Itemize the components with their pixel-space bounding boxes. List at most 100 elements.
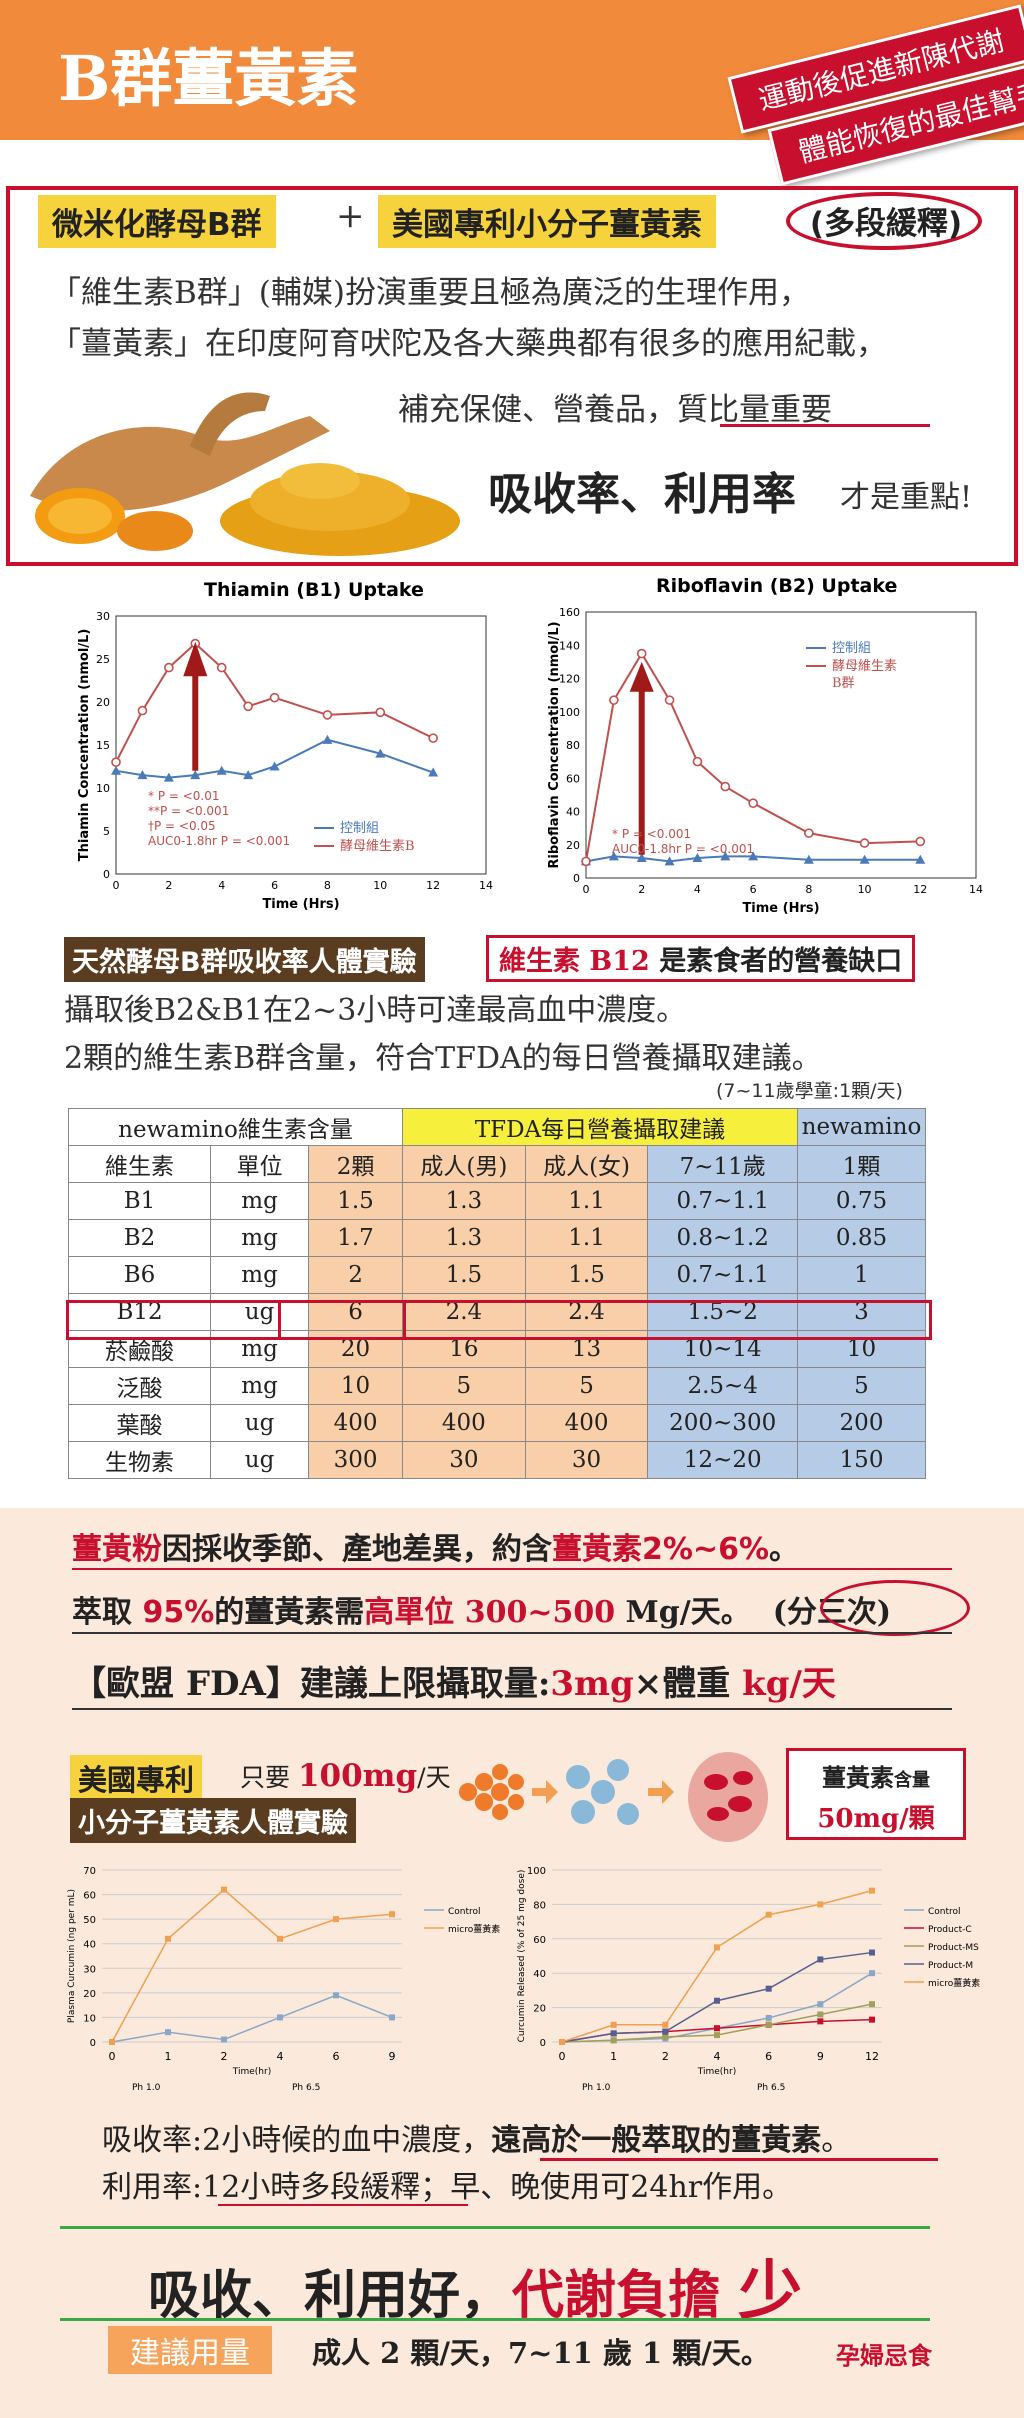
data-point (428, 767, 439, 777)
table-cell: 1.5 (524, 1256, 649, 1294)
y-tick-label: 20 (83, 1989, 96, 2000)
table-cell: 0.7~1.1 (647, 1256, 798, 1294)
label-recommended-dosage: 建議用量 (108, 2326, 272, 2374)
table-cell: 2.4 (524, 1293, 649, 1331)
series-line (111, 1994, 393, 2043)
table-header-newamino: newamino維生素含量 (68, 1108, 403, 1146)
table-cell: mg (210, 1256, 310, 1294)
turmeric-illustration (30, 392, 460, 556)
table-row: B6 mg 2 1.5 1.5 0.7~1.1 1 (67, 1256, 926, 1294)
data-point (111, 765, 121, 775)
label-curcumin-experiment: 小分子薑黃素人體實驗 (70, 1798, 356, 1843)
table-cell: 200 (797, 1404, 926, 1442)
y-tick-label: 15 (96, 739, 110, 752)
data-point (333, 1916, 339, 1923)
table-cell: B1 (67, 1182, 212, 1220)
table-cell: 1.7 (308, 1219, 403, 1257)
data-point (216, 662, 227, 673)
data-point (428, 733, 438, 743)
plot-area (585, 611, 977, 879)
b-text-2: 2顆的維生素B群含量，符合TFDA的每日營養攝取建議。 (64, 1041, 822, 1076)
y-tick-label: 40 (566, 806, 580, 819)
legend-label: Product-C (928, 1925, 972, 1935)
circle-highlight (786, 192, 982, 250)
x-tick-label: 9 (817, 2050, 824, 2063)
data-point (765, 1985, 772, 1992)
annotation: AUC0-1.8hr P = <0.001 (148, 834, 290, 848)
data-point (869, 1970, 875, 1977)
y-tick-label: 0 (103, 868, 110, 881)
label-us-patent: 美國專利 (70, 1755, 203, 1801)
data-point (869, 2016, 875, 2023)
data-point (389, 1911, 395, 1918)
data-point (610, 2030, 617, 2037)
table-cell: 6 (308, 1293, 403, 1331)
data-point (869, 2001, 875, 2008)
table-col-header: 維生素 (67, 1145, 212, 1183)
y-tick-label: 10 (96, 782, 110, 795)
data-point (190, 770, 201, 780)
x-axis-label: Time(hr) (232, 2067, 271, 2077)
data-point (765, 2014, 772, 2021)
table-cell: 0.75 (797, 1182, 926, 1220)
y-tick-label: 20 (533, 2004, 546, 2015)
x-tick-label: 12 (865, 2050, 879, 2063)
table-row: B2 mg 1.7 1.3 1.1 0.8~1.2 0.85 (67, 1219, 926, 1257)
intro-line-1: 「維生素B群」(輔媒)扮演重要且極為廣泛的生理作用， (50, 275, 810, 311)
data-point (163, 772, 174, 782)
divider (72, 1708, 952, 1710)
b-text-1: 攝取後B2&B1在2~3小時可達最高血中濃度。 (64, 993, 687, 1028)
legend-label: B群 (832, 676, 855, 691)
y-axis-label: Curcumin Released (% of 25 mg dose) (517, 1870, 527, 2043)
y-axis-label: Plasma Curcumin (ng per mL) (67, 1889, 77, 2023)
table-cell: 0.7~1.1 (647, 1182, 798, 1220)
x-axis-label: Time(hr) (697, 2067, 736, 2077)
table-cell: ug (210, 1404, 310, 1442)
y-tick-label: 5 (103, 825, 110, 838)
table-row: 葉酸 ug 400 400 400 200~300 200 (67, 1404, 926, 1442)
summary-utilization: 利用率:12小時多段緩釋；早、晚使用可24hr作用。 (102, 2170, 793, 2205)
phase-label: Ph 6.5 (757, 2083, 785, 2093)
table-cell: 16 (402, 1330, 526, 1368)
table-cell: 2.4 (402, 1293, 526, 1331)
label-multi-release: (多段緩釋) (809, 206, 963, 242)
y-tick-label: 80 (566, 739, 580, 752)
y-axis-label: Riboflavin Concentration (nmol/L) (547, 621, 562, 868)
phase-label: Ph 6.5 (292, 2083, 320, 2093)
data-point (243, 701, 253, 712)
data-point (720, 781, 731, 792)
x-tick-label: 6 (750, 883, 757, 896)
legend-label: Control (928, 1907, 961, 1917)
data-point (375, 707, 386, 718)
x-tick-label: 4 (714, 2050, 721, 2063)
y-tick-label: 40 (533, 1969, 546, 1980)
plus-sign: + (336, 196, 365, 236)
label-yeast-b: 微米化酵母B群 (38, 195, 276, 248)
x-axis-label: Time (Hrs) (262, 897, 339, 912)
x-tick-label: 8 (805, 883, 812, 896)
data-point (692, 853, 703, 863)
divider-green (60, 2318, 930, 2321)
table-cell: 400 (308, 1404, 403, 1442)
x-tick-label: 2 (221, 2050, 228, 2063)
table-row: B12 ug 6 2.4 2.4 1.5~2 3 (67, 1293, 926, 1331)
data-point (915, 836, 926, 847)
x-tick-label: 9 (389, 2050, 396, 2063)
table-cell: ug (210, 1293, 310, 1331)
data-point (137, 770, 148, 780)
x-axis-label: Time (Hrs) (742, 901, 819, 916)
table-cell: 5 (402, 1367, 526, 1405)
x-tick-label: 4 (277, 2050, 284, 2063)
data-point (165, 2029, 171, 2036)
table-cell: 5 (797, 1367, 926, 1405)
table-cell: 1.3 (402, 1182, 526, 1220)
series-line (585, 855, 921, 863)
data-point (389, 2014, 395, 2021)
table-cell: 生物素 (67, 1441, 212, 1479)
data-point (859, 838, 870, 848)
data-point (817, 1901, 824, 1908)
y-tick-label: 0 (90, 2038, 96, 2049)
data-point (165, 1935, 171, 1942)
data-point (221, 2036, 227, 2043)
y-tick-label: 20 (96, 696, 110, 709)
